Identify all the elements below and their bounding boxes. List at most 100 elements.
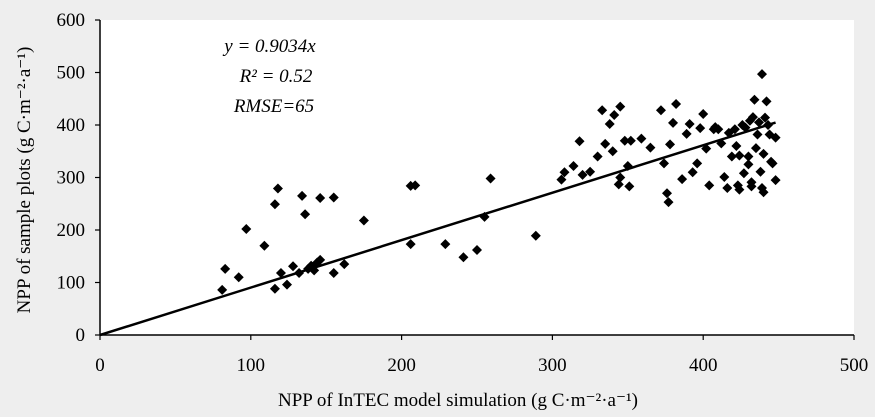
data-point [315, 254, 326, 265]
data-point [592, 151, 603, 162]
data-point [645, 142, 656, 153]
data-point [619, 135, 630, 146]
data-point [328, 192, 339, 203]
data-point [734, 150, 745, 161]
x-tick-label: 100 [237, 355, 266, 376]
x-tick-label: 200 [387, 355, 416, 376]
data-point [738, 168, 749, 179]
y-tick-label: 300 [57, 168, 86, 189]
x-tick-label: 0 [95, 355, 105, 376]
data-point [636, 133, 647, 144]
data-point [358, 215, 369, 226]
data-point [275, 268, 286, 279]
data-point [662, 188, 673, 199]
data-point [613, 179, 624, 190]
y-tick-label: 400 [57, 115, 86, 136]
data-point [272, 183, 283, 194]
data-point [695, 123, 706, 134]
data-point [585, 166, 596, 177]
data-point [241, 223, 252, 234]
data-point [761, 96, 772, 107]
y-tick-label: 600 [57, 10, 86, 31]
data-point [604, 118, 615, 129]
y-tick-label: 200 [57, 220, 86, 241]
data-point [713, 124, 724, 135]
data-point [665, 139, 676, 150]
data-point [568, 160, 579, 171]
data-point [758, 148, 769, 159]
data-point [767, 158, 778, 169]
data-point [530, 230, 541, 241]
y-tick-label: 0 [76, 325, 86, 346]
data-point [671, 99, 682, 109]
data-point [233, 272, 244, 283]
data-point [684, 118, 695, 129]
data-point [297, 190, 308, 201]
data-point [625, 135, 636, 146]
data-point [607, 146, 618, 157]
data-point [687, 167, 698, 178]
data-point [770, 175, 781, 186]
regression-line [99, 121, 776, 337]
data-point [726, 151, 737, 162]
data-point [719, 171, 730, 182]
data-point [749, 94, 760, 105]
data-point [770, 132, 781, 143]
data-point [729, 124, 740, 135]
data-point [220, 263, 231, 274]
data-point [405, 239, 416, 250]
y-tick-label: 500 [57, 63, 86, 84]
data-point [704, 180, 715, 191]
data-point [677, 174, 688, 185]
x-tick-label: 500 [840, 355, 869, 376]
data-point [574, 136, 585, 147]
data-point [217, 284, 228, 295]
data-point [485, 173, 496, 184]
data-point [752, 129, 763, 140]
data-point [746, 181, 757, 192]
data-point [615, 101, 626, 112]
data-point [281, 279, 292, 290]
data-point [750, 143, 761, 154]
data-point [681, 128, 692, 139]
data-point [753, 117, 764, 128]
data-point [315, 192, 326, 203]
data-point [734, 184, 745, 195]
data-point [458, 252, 469, 263]
data-point [758, 187, 769, 198]
data-point [722, 183, 733, 193]
data-point [556, 174, 567, 185]
data-point [472, 244, 482, 255]
data-point [655, 105, 666, 116]
regression-layer [99, 121, 776, 337]
data-point [609, 110, 620, 121]
y-axis-title: NPP of sample plots (g C·m⁻²·a⁻¹) [14, 47, 35, 314]
data-point [658, 158, 669, 169]
data-point [743, 151, 754, 162]
data-point [269, 283, 280, 294]
data-point [597, 105, 608, 116]
data-point [559, 167, 570, 178]
x-tick-label: 300 [538, 355, 567, 376]
axes [95, 19, 855, 340]
data-point [288, 261, 299, 272]
data-point [615, 172, 626, 183]
plot-area [100, 20, 854, 335]
data-point [755, 166, 766, 177]
x-tick-label: 400 [689, 355, 718, 376]
data-point [269, 199, 280, 210]
data-point [339, 259, 350, 270]
data-point [600, 138, 611, 149]
data-point [731, 141, 742, 151]
data-point [259, 240, 270, 251]
data-point [747, 112, 758, 123]
x-axis-title: NPP of InTEC model simulation (g C·m⁻²·a… [278, 390, 638, 411]
data-point [698, 108, 709, 119]
data-point [410, 180, 421, 191]
data-point [624, 181, 635, 192]
data-point [710, 122, 721, 133]
rmse-annotation: RMSE=65 [233, 96, 314, 117]
r-squared-annotation: R² = 0.52 [239, 66, 313, 87]
